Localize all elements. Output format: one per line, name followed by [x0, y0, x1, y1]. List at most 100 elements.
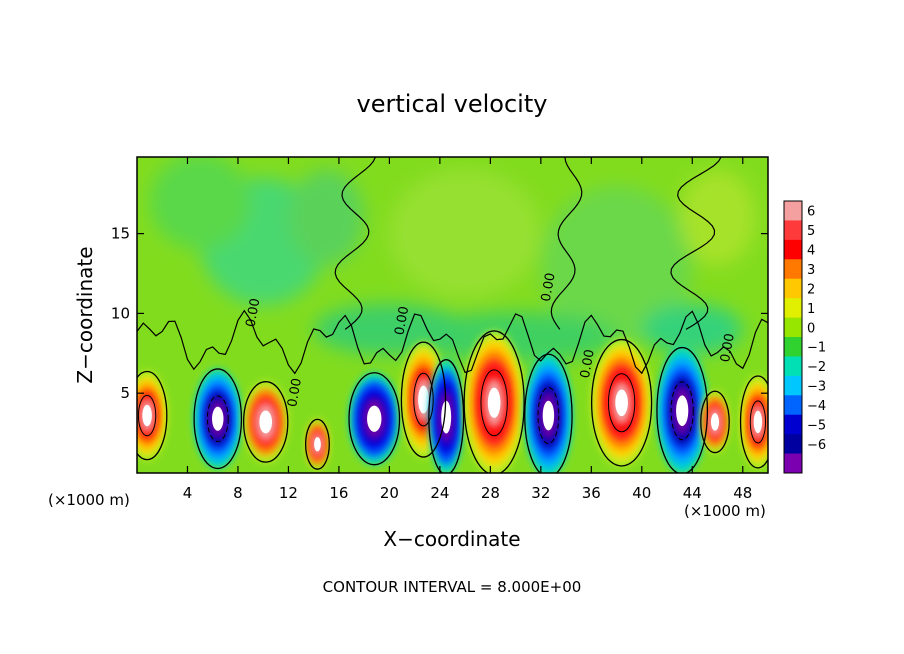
inner-contour — [670, 381, 694, 441]
layer-contour — [137, 309, 768, 375]
zero-contour — [304, 418, 330, 470]
colorbar-label: 2 — [807, 282, 815, 297]
colorbar-swatch — [784, 278, 802, 299]
inner-contour — [537, 386, 560, 445]
zero-contour — [242, 381, 289, 463]
colorbar-swatch — [784, 434, 802, 455]
colorbar-label: 3 — [807, 263, 815, 278]
colorbar-swatch — [784, 356, 802, 377]
velocity-cell — [305, 419, 330, 470]
field-patch — [414, 311, 617, 363]
velocity-cell — [524, 354, 573, 473]
colorbar-label: −3 — [807, 380, 826, 395]
upper-contour — [670, 157, 722, 330]
cell-layer — [367, 405, 382, 432]
chart-title: vertical velocity — [357, 90, 548, 118]
colorbar-swatch — [784, 453, 802, 474]
y-tick-label: 10 — [111, 304, 130, 322]
x-tick-label: 16 — [329, 484, 348, 502]
plot-area — [137, 157, 768, 473]
y-tick-label: 5 — [120, 384, 130, 402]
cell-layer — [487, 387, 501, 418]
x-axis: 4 8 12 16 20 24 28 32 36 40 44 48 — [183, 157, 752, 502]
background-patches — [149, 157, 756, 363]
field-patch — [313, 303, 466, 355]
colorbar-label: −1 — [807, 341, 826, 356]
contour-label: 0.00 — [539, 272, 559, 303]
colorbar-label: 4 — [807, 244, 815, 259]
colorbar-frame — [783, 200, 803, 474]
inner-contour — [749, 400, 767, 444]
colorbar-label: 0 — [807, 321, 815, 336]
field-patch — [679, 169, 756, 266]
x-tick-label: 44 — [683, 484, 702, 502]
colorbar-swatch — [784, 259, 802, 280]
contour-interval-footer: CONTOUR INTERVAL = 8.000E+00 — [323, 578, 582, 596]
colorbar-label: 6 — [807, 205, 815, 220]
zero-contour — [400, 341, 447, 458]
inner-contour — [480, 369, 508, 437]
cell-layer — [259, 410, 273, 434]
cell-layer — [753, 410, 763, 434]
x-tick-label: 36 — [582, 484, 601, 502]
cell-layer — [710, 413, 720, 431]
colorbar-label: −4 — [807, 399, 826, 414]
contour-label: 0.00 — [244, 297, 264, 328]
velocity-cell — [243, 381, 288, 463]
contour-label: 0.00 — [578, 348, 598, 379]
cell-layer — [418, 385, 429, 414]
contour-label: 0.00 — [392, 305, 412, 336]
cell-layer — [676, 395, 689, 427]
zero-contour — [524, 353, 573, 473]
colorbar-swatch — [784, 201, 802, 221]
cell-layer — [142, 404, 152, 427]
y-axis: 5 10 15 — [111, 225, 768, 402]
x-unit-left: (×1000 m) — [48, 491, 130, 509]
contour-labels: 0.00 0.00 0.00 0.00 0.00 0.00 — [244, 272, 738, 408]
colorbar-label: 5 — [807, 224, 815, 239]
x-tick-label: 20 — [380, 484, 399, 502]
cell-layer — [542, 400, 555, 431]
zero-contour — [193, 368, 243, 470]
inner-contour — [413, 372, 434, 427]
x-tick-label: 32 — [531, 484, 550, 502]
inner-contour — [206, 395, 229, 443]
colorbar-label: −5 — [807, 418, 826, 433]
x-tick-label: 40 — [632, 484, 651, 502]
zero-contour — [700, 390, 730, 454]
velocity-cell — [591, 339, 652, 466]
contour-label: 0.00 — [285, 377, 305, 408]
colorbar-swatch — [784, 375, 802, 396]
y-tick-label: 15 — [111, 225, 130, 243]
x-tick-label: 48 — [733, 484, 752, 502]
field-patch — [288, 169, 365, 266]
zero-contour — [348, 372, 401, 466]
zero-contour — [137, 370, 168, 461]
colorbar-swatch — [784, 220, 802, 241]
upper-contour — [334, 157, 376, 330]
colorbar-swatch — [784, 395, 802, 416]
x-axis-label: X−coordinate — [383, 527, 520, 551]
field-patch — [641, 303, 743, 355]
zero-contour — [739, 375, 768, 469]
x-tick-label: 8 — [233, 484, 243, 502]
x-tick-label: 4 — [183, 484, 193, 502]
velocity-cell — [700, 391, 730, 453]
colorbar-swatch — [784, 298, 802, 319]
cell-layer — [314, 437, 321, 452]
contour-label: 0.00 — [718, 332, 738, 363]
colorbar-swatch — [784, 317, 802, 338]
zero-contour — [463, 330, 525, 473]
velocity-cell — [194, 368, 242, 469]
inner-contour — [137, 394, 157, 437]
y-axis-label: Z−coordinate — [73, 246, 97, 383]
zero-contour — [656, 346, 709, 473]
colorbar-swatch — [784, 239, 802, 260]
inner-contour — [607, 373, 636, 433]
colorbar-swatch — [784, 414, 802, 435]
x-tick-label: 12 — [279, 484, 298, 502]
field-patch — [389, 169, 541, 298]
x-tick-label: 28 — [481, 484, 500, 502]
zero-contour — [428, 359, 465, 473]
